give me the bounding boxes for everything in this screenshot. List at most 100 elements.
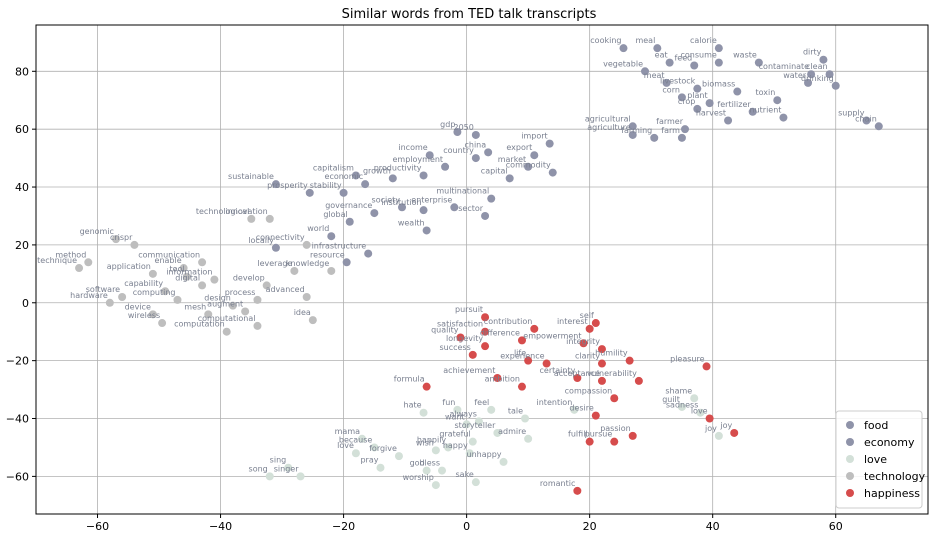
- point-happiness: [481, 342, 490, 351]
- point-label: export: [506, 143, 532, 152]
- point-technology: [105, 298, 114, 307]
- point-economy: [388, 174, 397, 183]
- point-label: governance: [325, 201, 372, 210]
- point-love: [453, 405, 462, 414]
- point-happiness: [530, 324, 539, 333]
- x-tick-label: −20: [332, 520, 355, 533]
- point-label: achievement: [443, 366, 495, 375]
- point-label: method: [55, 250, 86, 259]
- grid-lines: [36, 25, 928, 514]
- point-label: infrastructure: [312, 242, 367, 251]
- point-label: fertilizer: [717, 100, 751, 109]
- point-economy: [364, 249, 373, 258]
- point-love: [471, 478, 480, 487]
- point-economy: [361, 180, 370, 189]
- point-love: [296, 472, 305, 481]
- point-label: computing: [133, 288, 176, 297]
- point-love: [493, 428, 502, 437]
- point-happiness: [542, 359, 551, 368]
- point-love: [499, 457, 508, 466]
- point-label: prosperity: [267, 181, 308, 190]
- point-label: gdp: [440, 120, 455, 129]
- point-economy: [370, 209, 379, 218]
- x-tick-label: −60: [86, 520, 109, 533]
- legend-marker-technology: [846, 472, 854, 480]
- point-technology: [118, 292, 127, 301]
- point-label: enable: [155, 256, 182, 265]
- point-label: interest: [557, 317, 588, 326]
- y-tick-label: 0: [22, 297, 29, 310]
- point-label: love: [337, 441, 354, 450]
- point-label: biomass: [702, 80, 735, 89]
- point-economy: [484, 148, 493, 157]
- point-label: want: [445, 412, 465, 421]
- point-love: [431, 446, 440, 455]
- point-economy: [419, 171, 428, 180]
- point-love: [474, 417, 483, 426]
- point-label: commodity: [506, 161, 551, 170]
- data-points: [75, 44, 883, 495]
- point-love: [431, 481, 440, 490]
- point-technology: [265, 214, 274, 223]
- legend-marker-happiness: [846, 489, 854, 497]
- point-love: [419, 408, 428, 417]
- point-technology: [302, 292, 311, 301]
- point-food: [693, 84, 702, 93]
- point-label: wireless: [128, 311, 160, 320]
- x-tick-label: 40: [706, 520, 720, 533]
- point-label: vulnerability: [587, 369, 637, 378]
- point-label: stability: [310, 181, 342, 190]
- point-food: [619, 44, 628, 53]
- point-label: intention: [537, 398, 573, 407]
- point-love: [714, 431, 723, 440]
- point-happiness: [597, 345, 606, 354]
- point-label: dirty: [803, 48, 822, 57]
- point-happiness: [585, 324, 594, 333]
- point-label: drinking: [801, 74, 834, 83]
- point-label: sustainable: [228, 172, 274, 181]
- point-happiness: [422, 382, 431, 391]
- point-label: ambition: [485, 375, 520, 384]
- point-label: corn: [662, 85, 680, 94]
- point-label: singer: [274, 464, 299, 473]
- point-economy: [441, 162, 450, 171]
- legend-box: [835, 410, 923, 509]
- legend-marker-economy: [846, 438, 854, 446]
- point-label: supply: [838, 108, 865, 117]
- point-label: crispr: [110, 233, 133, 242]
- point-label: multinational: [436, 187, 489, 196]
- x-tick-label: −40: [209, 520, 232, 533]
- point-economy: [271, 180, 280, 189]
- point-happiness: [597, 359, 606, 368]
- point-food: [628, 122, 637, 131]
- point-happiness: [481, 313, 490, 322]
- point-label: productivity: [374, 163, 422, 172]
- point-label: connectivity: [256, 233, 305, 242]
- point-economy: [453, 128, 462, 137]
- point-label: plant: [687, 91, 707, 100]
- point-label: information: [166, 268, 212, 277]
- point-label: meal: [635, 36, 655, 45]
- point-label: sing: [270, 456, 287, 465]
- point-technology: [84, 258, 93, 267]
- point-food: [831, 81, 840, 90]
- point-economy: [327, 232, 336, 241]
- point-technology: [198, 281, 207, 290]
- point-label: technique: [37, 256, 77, 265]
- point-label: augment: [207, 299, 243, 308]
- point-label: integrity: [566, 337, 600, 346]
- point-love: [524, 434, 533, 443]
- point-love: [265, 472, 274, 481]
- point-happiness: [481, 327, 490, 336]
- point-label: empowerment: [523, 331, 581, 340]
- point-label: design: [204, 294, 231, 303]
- point-label: digital: [175, 273, 200, 282]
- point-food: [748, 107, 757, 116]
- point-label: acceptance: [554, 369, 600, 378]
- legend-entry-happiness: happiness: [864, 487, 920, 500]
- point-label: capitalism: [313, 163, 354, 172]
- point-label: wealth: [398, 218, 425, 227]
- point-label: toxin: [755, 88, 775, 97]
